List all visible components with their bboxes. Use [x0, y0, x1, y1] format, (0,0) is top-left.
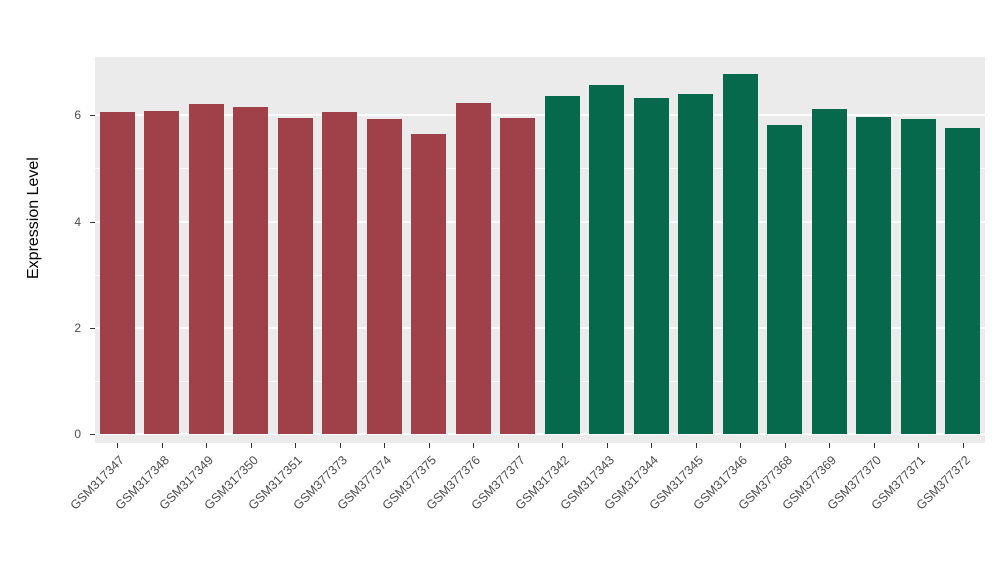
bar-GSM317348 — [144, 110, 180, 434]
plot-panel — [95, 57, 985, 443]
y-tick-mark — [90, 221, 95, 223]
x-tick-mark — [339, 443, 341, 448]
minor-gridline — [95, 380, 985, 382]
x-tick-mark — [562, 443, 564, 448]
major-gridline — [95, 326, 985, 329]
x-tick-mark — [651, 443, 653, 448]
bar-GSM317351 — [277, 117, 313, 434]
x-tick-mark — [206, 443, 208, 448]
x-tick-mark — [918, 443, 920, 448]
x-tick-mark — [606, 443, 608, 448]
x-tick-mark — [161, 443, 163, 448]
x-tick-mark — [784, 443, 786, 448]
bar-GSM377374 — [366, 118, 402, 434]
x-tick-mark — [829, 443, 831, 448]
bar-GSM377375 — [411, 133, 447, 434]
bar-GSM377368 — [767, 124, 803, 434]
y-tick-mark — [90, 433, 95, 435]
bar-GSM377371 — [900, 118, 936, 434]
bar-GSM317347 — [99, 111, 135, 434]
bar-GSM377369 — [811, 108, 847, 434]
y-tick-label: 4 — [74, 214, 81, 229]
minor-gridline — [95, 168, 985, 170]
bar-GSM377373 — [322, 111, 358, 434]
bar-GSM317342 — [544, 95, 580, 434]
bar-GSM377372 — [945, 128, 981, 434]
bar-GSM317343 — [589, 84, 625, 434]
y-tick-mark — [90, 327, 95, 329]
bar-GSM377376 — [455, 102, 491, 434]
y-tick-label: 0 — [74, 426, 81, 441]
bar-GSM317345 — [678, 93, 714, 434]
x-tick-mark — [384, 443, 386, 448]
y-tick-label: 6 — [74, 108, 81, 123]
x-tick-mark — [873, 443, 875, 448]
x-tick-mark — [250, 443, 252, 448]
bar-GSM377377 — [500, 117, 536, 434]
x-tick-mark — [740, 443, 742, 448]
major-gridline — [95, 432, 985, 435]
bar-GSM317344 — [633, 98, 669, 434]
major-gridline — [95, 220, 985, 223]
y-tick-mark — [90, 115, 95, 117]
x-axis: GSM317347 GSM317348 GSM317349 GSM317350 GSM3… — [68, 443, 985, 563]
x-tick-mark — [517, 443, 519, 448]
x-tick-mark — [695, 443, 697, 448]
x-tick-mark — [295, 443, 297, 448]
bar-GSM377370 — [856, 116, 892, 434]
bar-GSM317349 — [188, 103, 224, 434]
minor-gridline — [95, 274, 985, 276]
x-tick-mark — [117, 443, 119, 448]
y-tick-label: 2 — [74, 320, 81, 335]
y-axis: 0 2 4 6 — [0, 57, 95, 443]
bar-GSM317350 — [233, 107, 269, 434]
bar-GSM317346 — [722, 73, 758, 434]
major-gridline — [95, 114, 985, 117]
x-tick-mark — [473, 443, 475, 448]
x-tick-mark — [962, 443, 964, 448]
x-tick-mark — [428, 443, 430, 448]
